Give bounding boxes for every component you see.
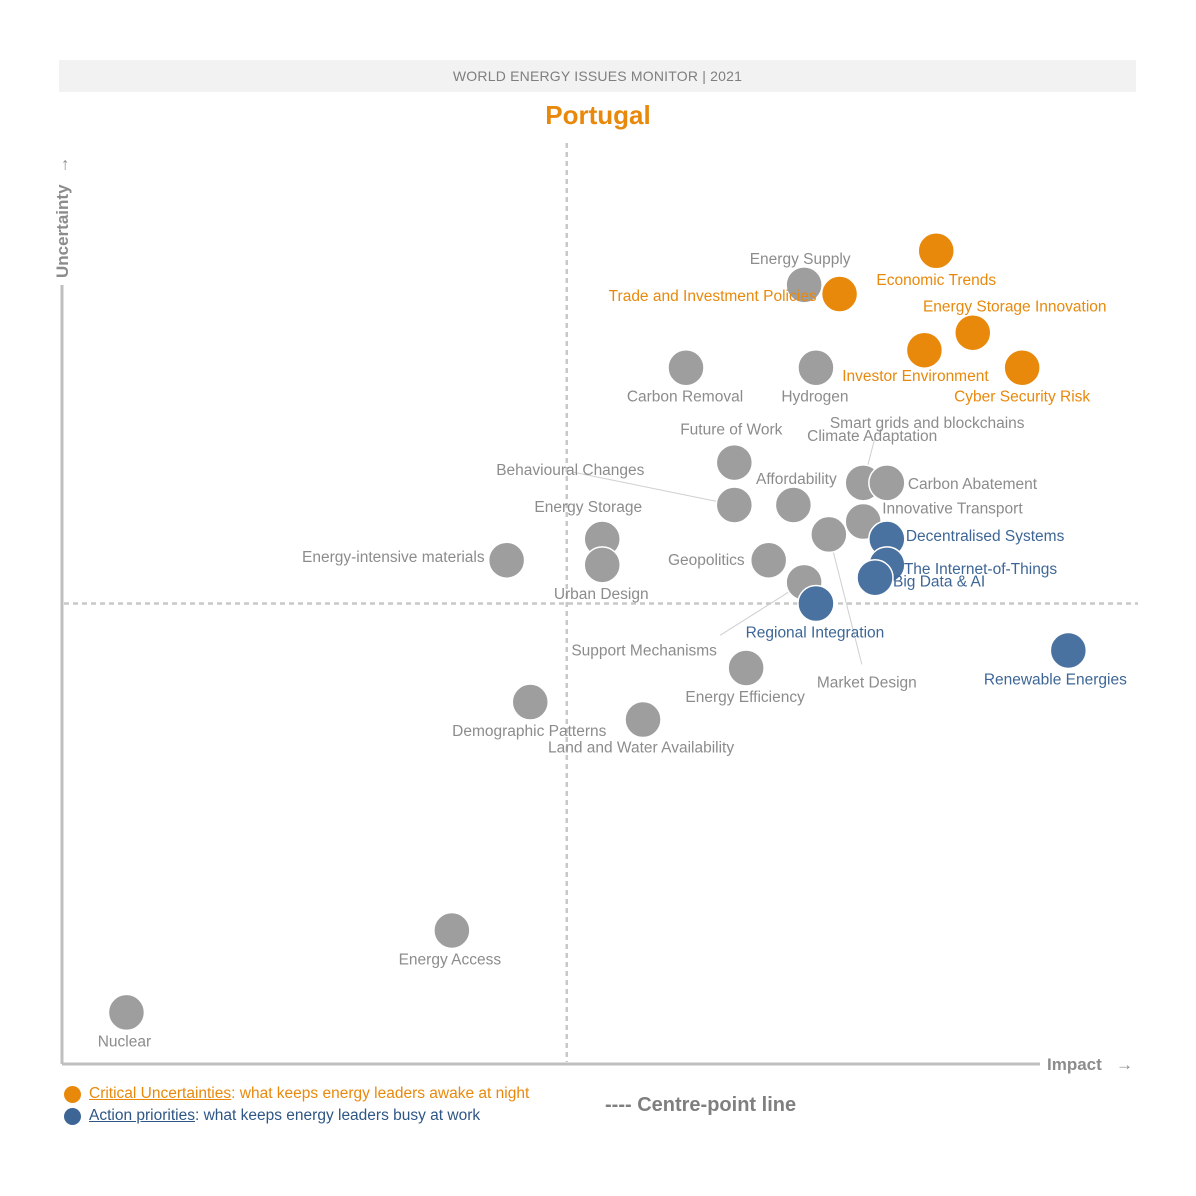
point-nuclear	[107, 993, 146, 1032]
x-axis-title: Impact	[1047, 1055, 1102, 1074]
label-innovative-transport: Innovative Transport	[882, 501, 1023, 518]
point-energy-efficiency	[727, 649, 765, 687]
label-carbon-abatement: Carbon Abatement	[908, 476, 1038, 493]
point-future-of-work	[715, 443, 754, 482]
label-demographic-patterns: Demographic Patterns	[452, 723, 606, 740]
label-energy-access: Energy Access	[399, 951, 502, 968]
label-decentralised-systems: Decentralised Systems	[906, 528, 1065, 545]
legend-critical: Critical Uncertainties: what keeps energ…	[64, 1083, 529, 1105]
label-land-and-water-availability: Land and Water Availability	[548, 740, 734, 757]
label-energy-efficiency: Energy Efficiency	[685, 689, 805, 706]
y-axis-arrow: →	[53, 157, 72, 174]
legend-critical-key: Critical Uncertainties	[89, 1085, 232, 1102]
label-big-data-and-ai: Big Data & AI	[893, 574, 985, 591]
point-energy-supply	[785, 266, 823, 304]
x-axis-arrow: →	[1116, 1055, 1133, 1074]
point-geopolitics	[749, 541, 788, 579]
label-energy-intensive-materials: Energy-intensive materials	[302, 549, 485, 566]
point-cyber-security-risk	[1003, 348, 1041, 387]
label-cyber-security-risk: Cyber Security Risk	[954, 389, 1090, 406]
label-geopolitics: Geopolitics	[668, 552, 745, 569]
label-market-design: Market Design	[817, 674, 917, 691]
point-trade-and-investment-policies	[820, 275, 859, 313]
point-land-and-water-availability	[624, 700, 662, 739]
point-regional-integration	[797, 584, 835, 623]
point-urban-design	[583, 546, 621, 584]
point-behavioural-changes	[715, 486, 754, 524]
label-economic-trends: Economic Trends	[876, 272, 996, 289]
point-investor-environment	[905, 331, 944, 369]
centre-point-lines	[64, 143, 1138, 1062]
point-hydrogen	[797, 348, 835, 387]
label-climate-adaptation: Climate Adaptation	[807, 428, 937, 445]
point-economic-trends	[917, 232, 955, 270]
leader-line-market-design	[828, 534, 863, 665]
y-axis-title: Uncertainty	[53, 184, 72, 278]
label-energy-storage: Energy Storage	[534, 499, 642, 516]
point-big-data-and-ai	[856, 558, 894, 597]
point-energy-storage-innovation	[954, 313, 992, 352]
label-the-internet-of-things: The Internet-of-Things	[904, 561, 1058, 578]
legend-critical-text: : what keeps energy leaders awake at nig…	[231, 1085, 530, 1102]
label-urban-design: Urban Design	[554, 586, 649, 603]
chart-title: Portugal	[545, 100, 651, 130]
legend-action-key: Action priorities	[89, 1107, 195, 1124]
label-renewable-energies: Renewable Energies	[984, 671, 1127, 688]
leader-line-behavioural-changes	[572, 471, 735, 506]
critical-dot-icon	[64, 1085, 81, 1103]
point-affordability	[774, 486, 813, 524]
data-points	[107, 232, 1088, 1032]
label-hydrogen: Hydrogen	[781, 389, 848, 406]
legend-action-text: : what keeps energy leaders busy at work	[194, 1107, 481, 1124]
legend: Critical Uncertainties: what keeps energ…	[64, 1083, 529, 1127]
label-behavioural-changes: Behavioural Changes	[496, 462, 644, 479]
label-energy-supply: Energy Supply	[750, 251, 851, 268]
point-renewable-energies	[1049, 631, 1088, 670]
point-carbon-abatement	[868, 464, 906, 502]
report-header: WORLD ENERGY ISSUES MONITOR | 2021	[59, 60, 1136, 92]
label-investor-environment: Investor Environment	[842, 368, 989, 385]
label-regional-integration: Regional Integration	[746, 625, 885, 642]
label-carbon-removal: Carbon Removal	[627, 389, 743, 406]
point-carbon-removal	[667, 348, 705, 387]
label-trade-and-investment-policies: Trade and Investment Policies	[609, 288, 817, 305]
action-dot-icon	[64, 1107, 81, 1125]
point-market-design	[810, 515, 848, 554]
label-future-of-work: Future of Work	[680, 422, 782, 439]
label-affordability: Affordability	[756, 471, 837, 488]
label-nuclear: Nuclear	[98, 1033, 151, 1050]
centre-line-legend: ---- Centre-point line	[605, 1094, 797, 1116]
data-labels: Economic Trends Energy Supply Trade and In…	[98, 251, 1127, 1051]
label-support-mechanisms: Support Mechanisms	[571, 642, 717, 659]
label-leader-lines	[572, 432, 877, 665]
axes: Uncertainty → Impact →	[53, 157, 1133, 1075]
label-smart-grids-and-blockchains: Smart grids and blockchains	[830, 415, 1025, 432]
legend-action: Action priorities: what keeps energy lea…	[64, 1105, 529, 1127]
label-energy-storage-innovation: Energy Storage Innovation	[923, 299, 1107, 316]
point-energy-intensive-materials	[487, 541, 526, 579]
point-energy-access	[433, 911, 471, 950]
point-demographic-patterns	[511, 683, 550, 721]
